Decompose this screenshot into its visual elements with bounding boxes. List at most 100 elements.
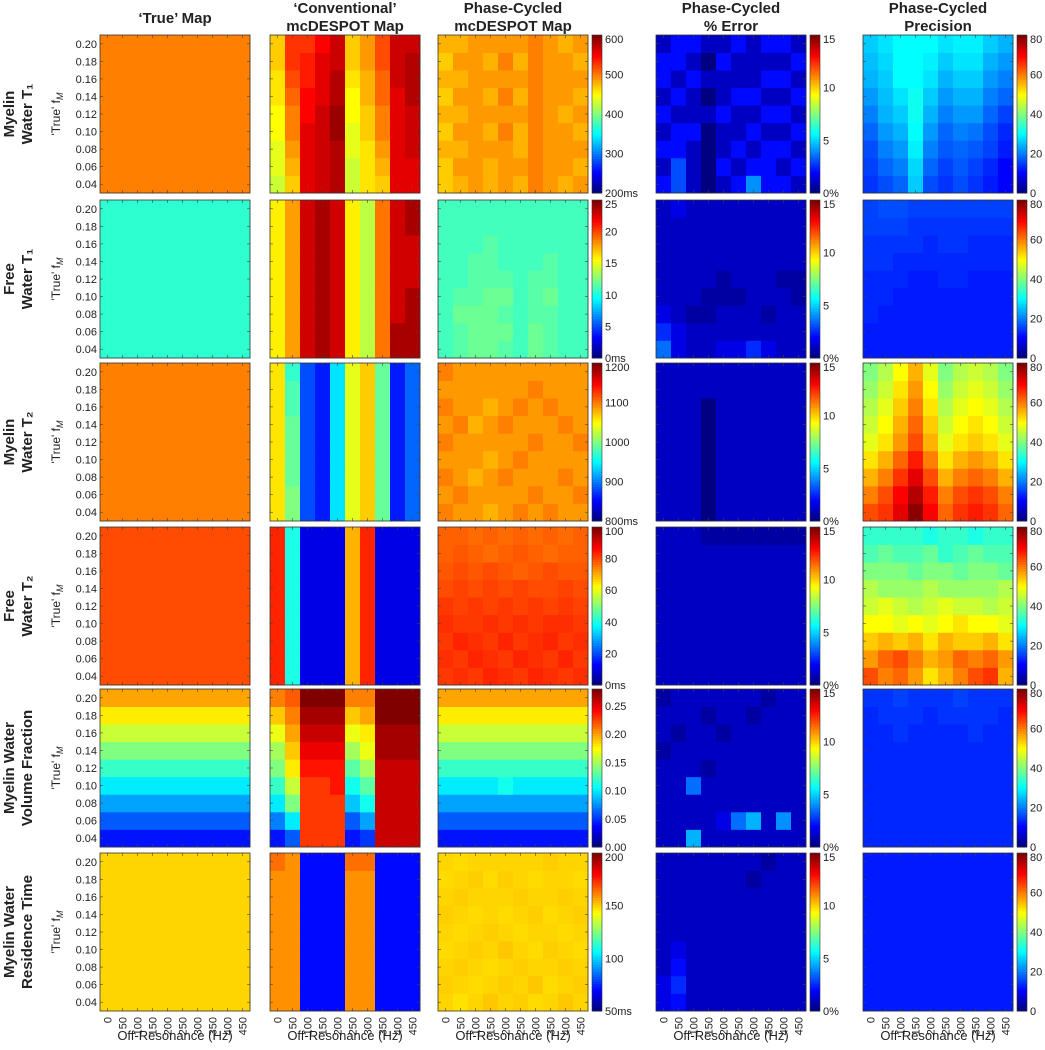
heatmap-cell [330, 706, 346, 725]
heatmap-cell [160, 398, 176, 417]
heatmap-cell [731, 689, 747, 707]
heatmap-cell [375, 235, 391, 254]
colorbar-step [1017, 782, 1027, 786]
colorbar-step [592, 693, 602, 697]
heatmap-cell [330, 975, 346, 994]
heatmap-cell [160, 724, 176, 743]
heatmap-cell [100, 958, 116, 977]
colorbar-step [1017, 224, 1027, 228]
heatmap-cell [205, 433, 221, 452]
colorbar-step [1017, 402, 1027, 406]
row-title-0-line-0: Myelin [1, 91, 18, 138]
heatmap-cell [285, 667, 301, 686]
heatmap-cell [468, 870, 484, 889]
colorbar-step [592, 635, 602, 639]
heatmap-cell [528, 157, 544, 176]
colorbar-step [1017, 372, 1027, 376]
heatmap-cell [190, 450, 206, 469]
y-axis-label-row-3: 'True' fM [49, 584, 65, 627]
colorbar-step [1017, 706, 1027, 710]
heatmap-cell [438, 888, 454, 907]
heatmap-cell [345, 433, 361, 452]
heatmap-cell [145, 52, 161, 71]
colorbar-step [1017, 814, 1027, 818]
colorbar-step [1017, 645, 1027, 649]
heatmap-cell [483, 614, 499, 633]
heatmap-cell [998, 706, 1014, 725]
heatmap-cell [345, 398, 361, 417]
heatmap-cell [686, 614, 702, 633]
heatmap-cell [543, 398, 559, 417]
heatmap-cell [716, 252, 732, 271]
colorbar-step [1017, 718, 1027, 722]
heatmap-cell [145, 724, 161, 743]
heatmap-cell [360, 70, 376, 89]
colorbar-step [1017, 541, 1027, 545]
heatmap-cell [100, 235, 116, 254]
heatmap-cell [746, 579, 762, 598]
colorbar-step [592, 212, 602, 216]
heatmap-cell [390, 380, 406, 399]
heatmap-cell [701, 398, 717, 417]
heatmap-cell [270, 140, 286, 159]
heatmap-cell [513, 776, 529, 795]
heatmap-cell [716, 140, 732, 159]
heatmap-cell [498, 614, 514, 633]
colorbar-step [810, 306, 820, 310]
heatmap-cell [878, 70, 894, 89]
heatmap-cell [998, 87, 1014, 106]
heatmap-cell [731, 888, 747, 907]
heatmap-cell [701, 35, 717, 53]
colorbar-step [1017, 618, 1027, 622]
heatmap-cell [453, 433, 469, 452]
heatmap-cell [558, 87, 574, 106]
heatmap-cell [686, 140, 702, 159]
heatmap-cell [330, 398, 346, 417]
heatmap-cell [483, 217, 499, 236]
colorbar-step [592, 188, 602, 192]
heatmap-cell [190, 200, 206, 218]
colorbar-step [1017, 313, 1027, 317]
heatmap-cell [716, 724, 732, 743]
heatmap-cell [908, 450, 924, 469]
colorbar-step [1017, 276, 1027, 280]
heatmap-cell [220, 157, 236, 176]
heatmap-cell [791, 157, 807, 176]
heatmap-cell [390, 905, 406, 924]
heatmap-cell [923, 503, 939, 522]
heatmap-cell [656, 140, 672, 159]
heatmap-cell [878, 398, 894, 417]
colorbar-step [810, 667, 820, 671]
heatmap-cell [345, 235, 361, 254]
heatmap-cell [953, 122, 969, 141]
colorbar-step [1017, 650, 1027, 654]
heatmap-cell [761, 853, 777, 871]
heatmap-cell [746, 398, 762, 417]
heatmap-cell [908, 287, 924, 306]
colorbar-step [592, 136, 602, 140]
heatmap-cell [863, 614, 879, 633]
heatmap-cell [573, 958, 589, 977]
heatmap-cell [390, 667, 406, 686]
colorbar-tick-label: 40 [1030, 601, 1042, 613]
heatmap-cell [315, 993, 331, 1012]
colorbar-tick-label: 10 [605, 290, 617, 302]
heatmap-cell [205, 157, 221, 176]
heatmap-cell [893, 544, 909, 563]
heatmap-cell [190, 776, 206, 795]
colorbar-step [1017, 385, 1027, 389]
colorbar-step [592, 52, 602, 56]
heatmap-cell [130, 35, 146, 53]
colorbar-step [1017, 400, 1027, 403]
colorbar-tick-label: 0 [1030, 188, 1036, 200]
heatmap-cell [908, 235, 924, 254]
heatmap-cell [543, 667, 559, 686]
heatmap-cell [528, 105, 544, 124]
heatmap-cell [115, 724, 131, 743]
colorbar-step [1017, 696, 1027, 700]
heatmap-cell [405, 829, 421, 848]
heatmap-cell [190, 340, 206, 359]
heatmap-cell [175, 597, 191, 616]
heatmap-cell [390, 759, 406, 778]
